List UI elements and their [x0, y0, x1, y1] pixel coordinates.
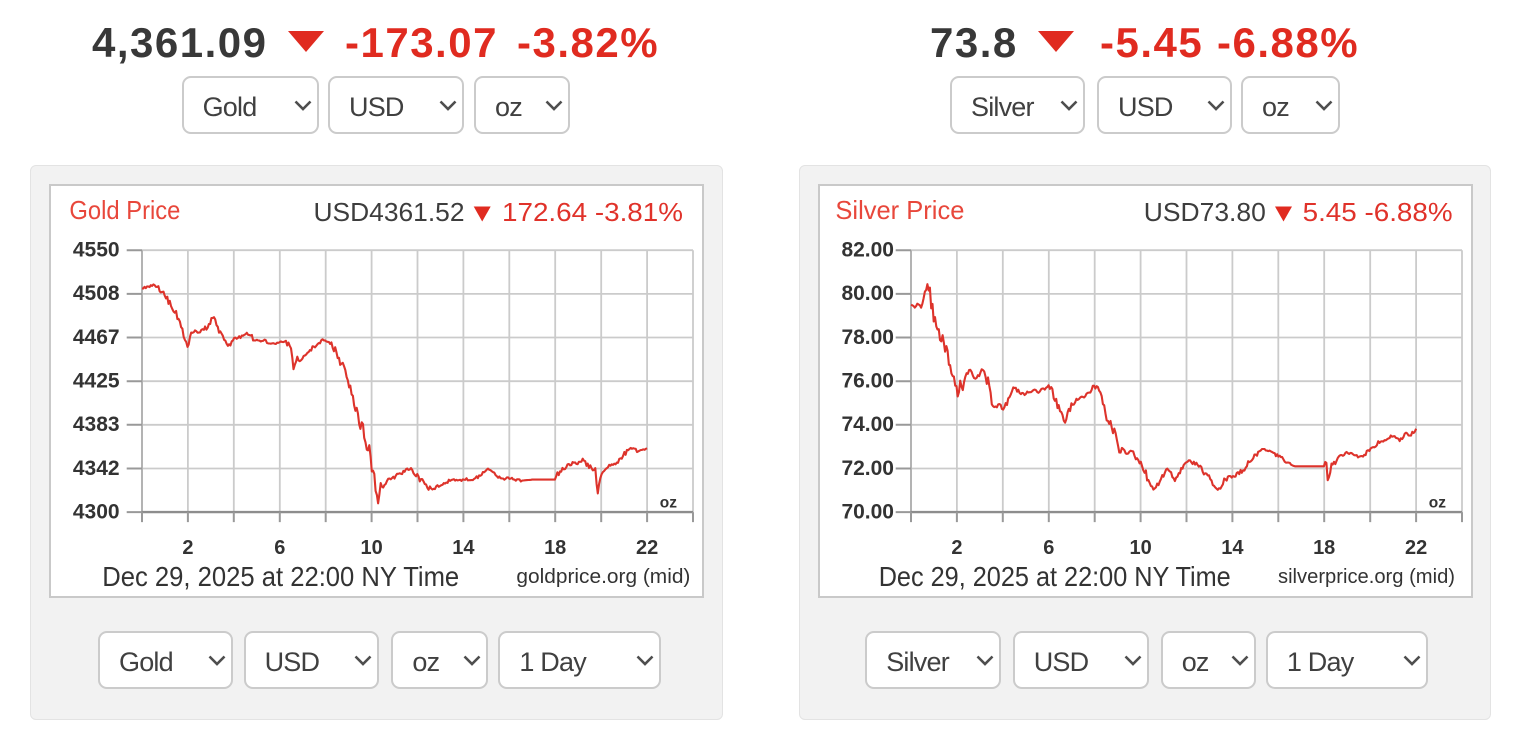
svg-text:18: 18: [1313, 537, 1335, 559]
svg-text:22: 22: [1405, 537, 1427, 559]
svg-text:80.00: 80.00: [841, 282, 894, 305]
svg-text:22: 22: [636, 537, 658, 559]
svg-text:Dec 29, 2025 at 22:00 NY Time: Dec 29, 2025 at 22:00 NY Time: [102, 561, 459, 592]
svg-text:6: 6: [274, 537, 285, 559]
svg-text:USD4361.52: USD4361.52: [314, 199, 465, 227]
svg-text:USD73.80: USD73.80: [1144, 199, 1266, 227]
svg-text:10: 10: [360, 537, 382, 559]
svg-text:4300: 4300: [73, 501, 120, 524]
svg-text:4383: 4383: [73, 413, 120, 436]
svg-text:goldprice.org (mid): goldprice.org (mid): [516, 566, 690, 588]
svg-text:172.64 -3.81%: 172.64 -3.81%: [502, 199, 683, 227]
svg-text:76.00: 76.00: [841, 370, 894, 393]
svg-text:silverprice.org (mid): silverprice.org (mid): [1278, 566, 1455, 588]
svg-text:18: 18: [544, 537, 566, 559]
svg-text:72.00: 72.00: [841, 457, 894, 480]
svg-text:6: 6: [1043, 537, 1054, 559]
svg-text:14: 14: [1221, 537, 1244, 559]
svg-text:78.00: 78.00: [841, 326, 894, 349]
svg-text:4550: 4550: [73, 239, 120, 262]
svg-text:14: 14: [452, 537, 475, 559]
svg-text:4508: 4508: [73, 282, 120, 305]
svg-text:5.45 -6.88%: 5.45 -6.88%: [1303, 199, 1453, 227]
svg-text:Dec 29, 2025 at 22:00 NY Time: Dec 29, 2025 at 22:00 NY Time: [879, 561, 1231, 592]
svg-text:4342: 4342: [73, 457, 120, 480]
svg-text:Gold Price: Gold Price: [69, 195, 180, 225]
svg-text:4425: 4425: [73, 370, 120, 393]
svg-text:70.00: 70.00: [841, 501, 894, 524]
svg-text:2: 2: [182, 537, 193, 559]
svg-text:Silver Price: Silver Price: [835, 195, 964, 225]
svg-text:oz: oz: [660, 495, 677, 512]
svg-text:2: 2: [951, 537, 962, 559]
svg-text:10: 10: [1129, 537, 1151, 559]
svg-text:82.00: 82.00: [841, 239, 894, 262]
svg-text:4467: 4467: [73, 326, 120, 349]
svg-text:oz: oz: [1429, 495, 1446, 512]
svg-text:74.00: 74.00: [841, 413, 894, 436]
